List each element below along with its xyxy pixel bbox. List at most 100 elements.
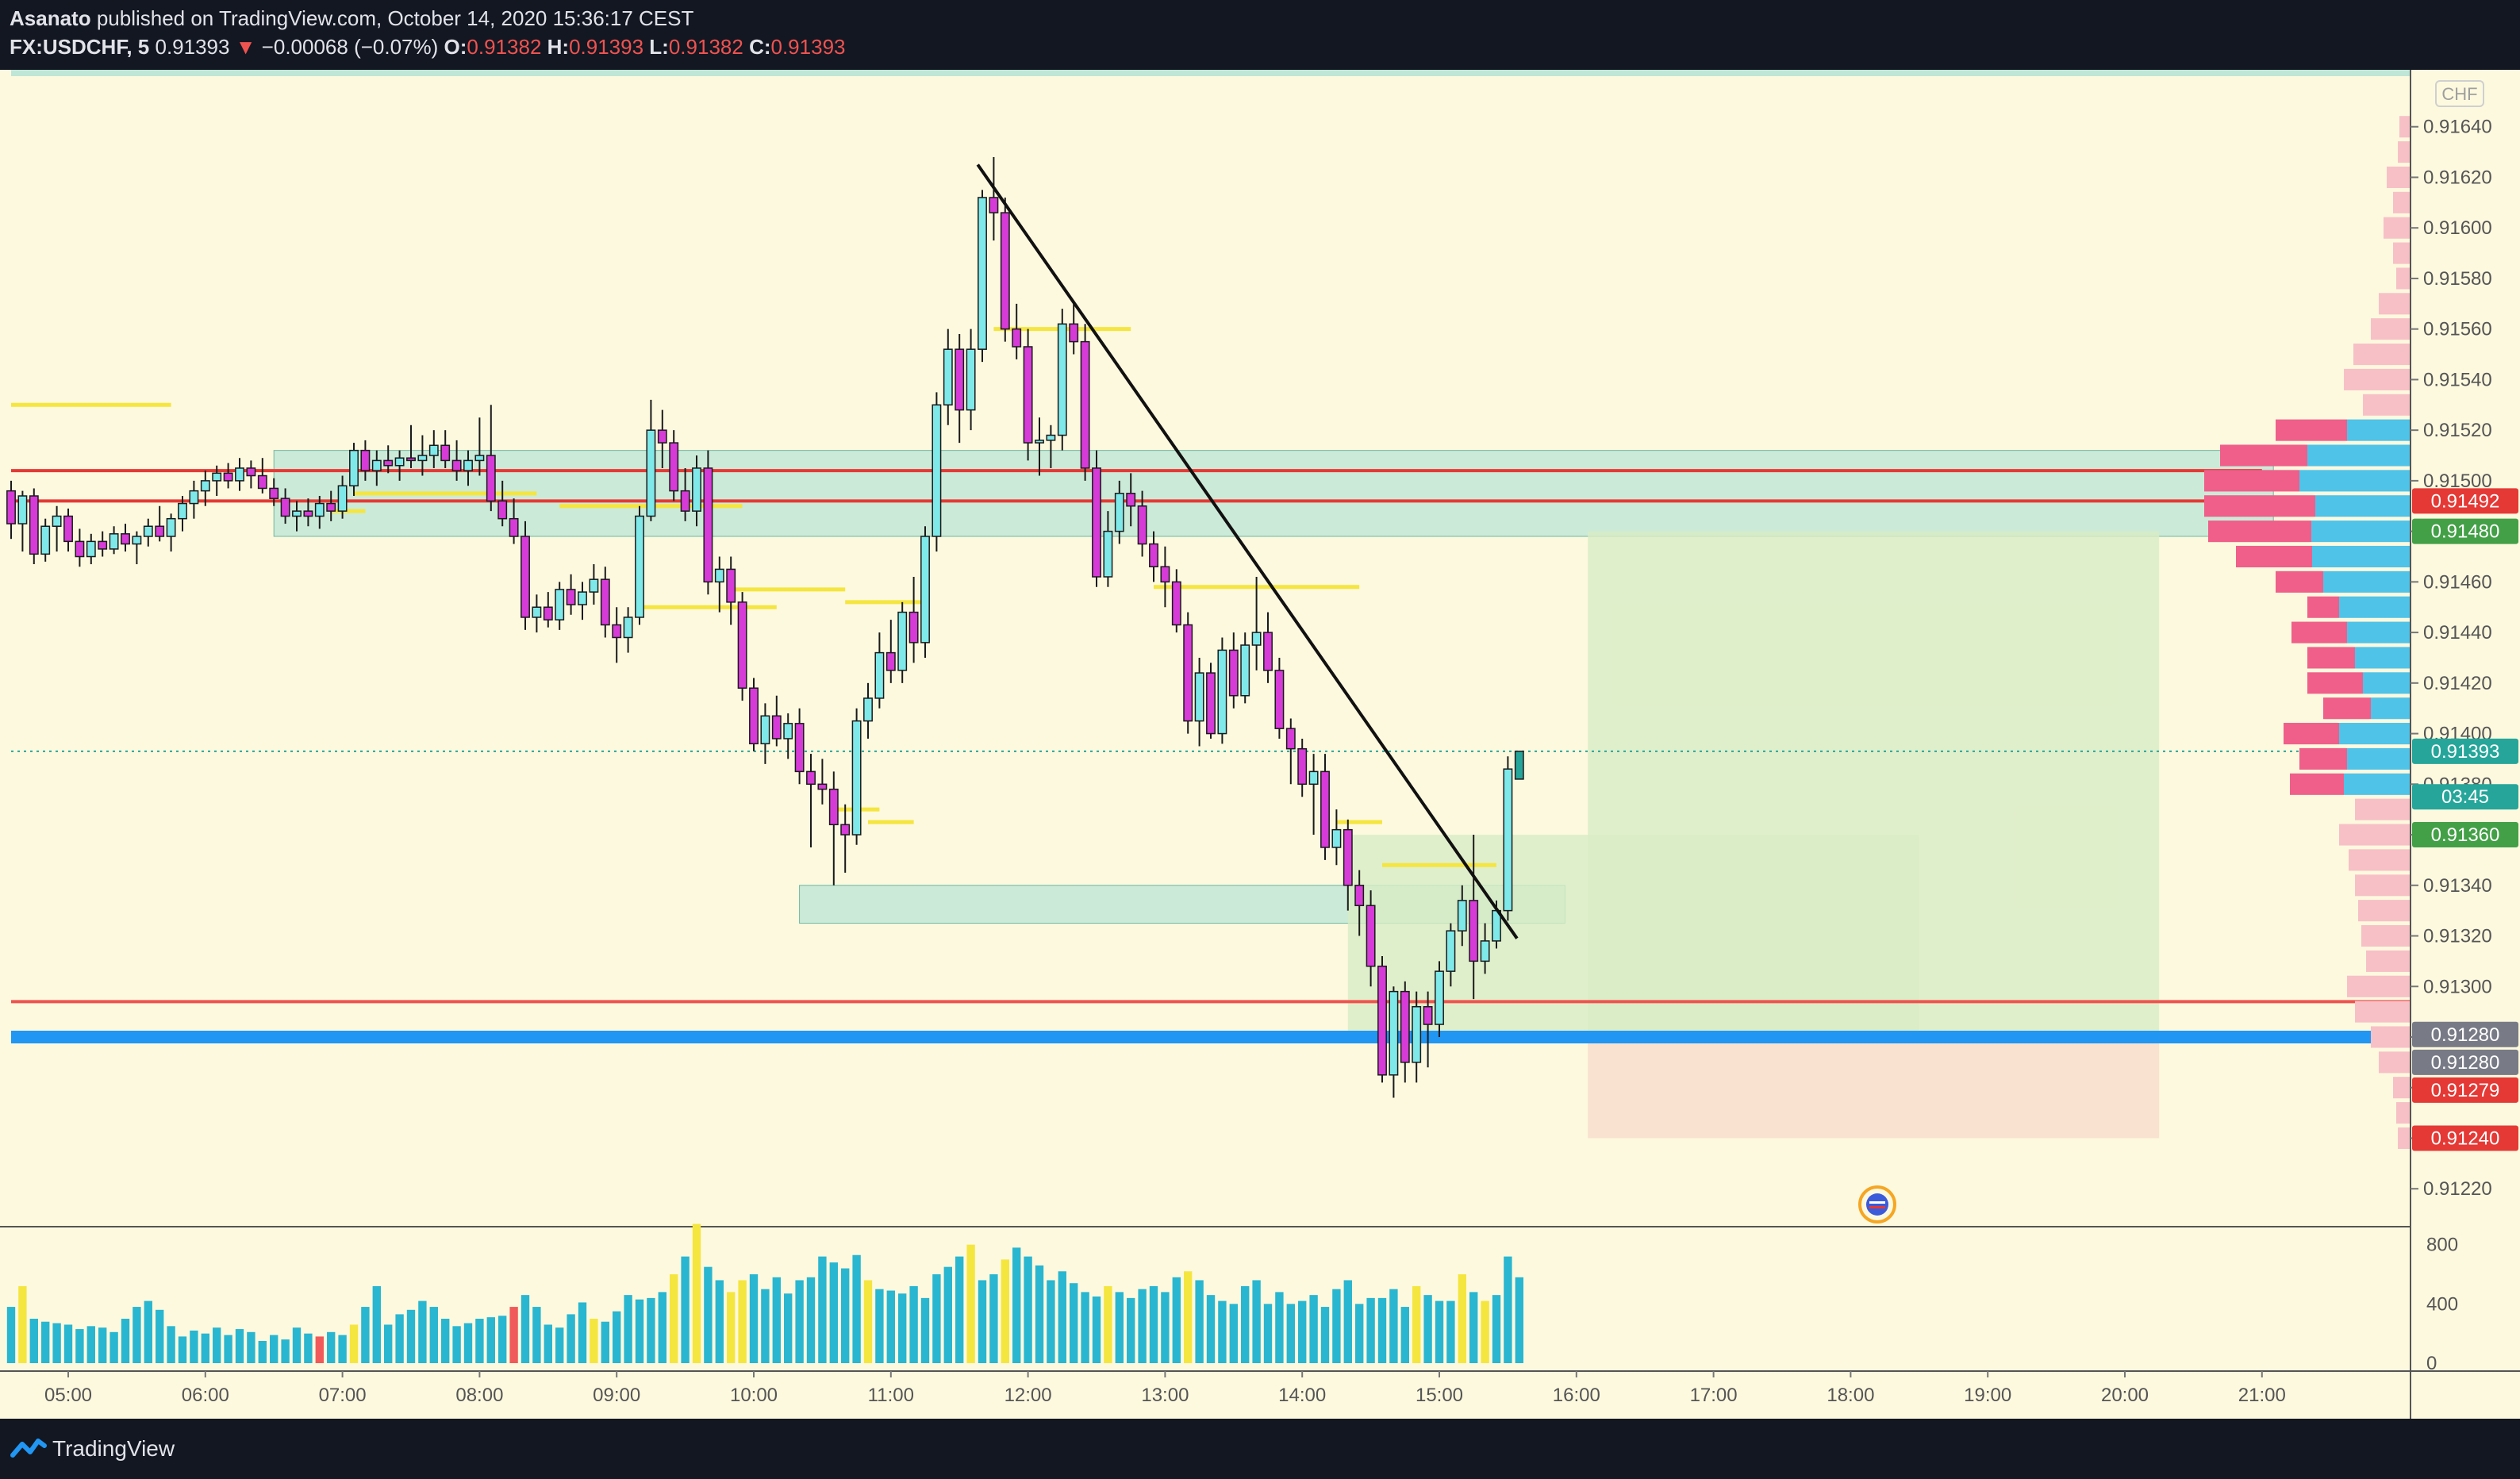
candle-body-93 — [1069, 323, 1079, 343]
candle-body-54 — [623, 617, 633, 639]
price-chart[interactable]: 0.91640 0.91620 0.91600 0.91580 0.91560 0.915… — [0, 70, 2520, 1419]
volume-bar-31 — [361, 1307, 370, 1363]
candle-body-111 — [1274, 670, 1285, 729]
open-value: 0.91382 — [467, 35, 542, 59]
price-change: −0.00068 (−0.07%) — [261, 35, 439, 59]
profile-bear-14 — [2204, 470, 2299, 492]
candle-body-60 — [692, 467, 701, 512]
candle-body-21 — [246, 467, 256, 477]
candle-body-18 — [212, 472, 222, 482]
price-label-box-3 — [2412, 784, 2518, 810]
candle-body-123 — [1412, 1005, 1422, 1063]
volume-bar-18 — [213, 1327, 221, 1363]
candle-body-32 — [371, 459, 382, 471]
candle-body-59 — [680, 490, 690, 512]
time-tick-11: 16:00 — [1553, 1385, 1600, 1406]
profile-bull-17 — [2312, 545, 2411, 568]
candle-body-33 — [383, 459, 394, 467]
profile-bull-13 — [2307, 444, 2411, 467]
candle-body-129 — [1480, 940, 1490, 962]
candle-body-119 — [1366, 905, 1376, 967]
volume-bar-12 — [144, 1300, 152, 1363]
volume-bar-23 — [270, 1335, 279, 1363]
volume-bar-45 — [521, 1295, 530, 1363]
volume-bar-0 — [6, 1307, 16, 1363]
profile-bull-19 — [2339, 596, 2411, 618]
profile-bear-8 — [2371, 318, 2411, 340]
candle-body-103 — [1183, 624, 1193, 722]
price-label-6: 0.91280 — [2431, 1052, 2500, 1074]
profile-bear-10 — [2344, 368, 2411, 390]
volume-bar-27 — [315, 1336, 324, 1363]
volume-bar-16 — [190, 1330, 198, 1363]
volume-bar-66 — [761, 1289, 770, 1363]
author-name[interactable]: Asanato — [10, 6, 91, 30]
volume-bar-68 — [784, 1293, 793, 1363]
price-tick-16: 0.91320 — [2423, 926, 2492, 947]
candle-body-106 — [1217, 649, 1227, 735]
profile-bear-27 — [2355, 798, 2411, 820]
time-tick-16: 21:00 — [2238, 1385, 2286, 1406]
price-label-box-0 — [2412, 488, 2518, 514]
axis-layer: 0.91640 0.91620 0.91600 0.91580 0.91560 0.915… — [0, 70, 2520, 1419]
close-value: 0.91393 — [770, 35, 846, 59]
profile-bear-19 — [2307, 596, 2339, 618]
profile-bear-9 — [2353, 344, 2411, 366]
profile-bear-11 — [2363, 394, 2411, 416]
volume-bar-112 — [1286, 1304, 1295, 1363]
candle-body-69 — [794, 723, 805, 773]
volume-bar-116 — [1332, 1289, 1341, 1363]
volume-bar-114 — [1309, 1295, 1318, 1363]
price-label-box-4 — [2412, 822, 2518, 848]
time-tick-15: 20:00 — [2101, 1385, 2149, 1406]
volume-bar-54 — [624, 1295, 632, 1363]
volume-bar-97 — [1115, 1292, 1124, 1363]
candle-body-78 — [897, 611, 908, 671]
price-tick-6: 0.91520 — [2423, 420, 2492, 441]
trendline — [976, 163, 1519, 939]
time-tick-7: 12:00 — [1005, 1385, 1052, 1406]
publish-line: Asanato published on TradingView.com, Oc… — [10, 6, 693, 31]
candle-body-46 — [532, 606, 542, 618]
candle-body-7 — [86, 540, 96, 558]
candle-body-16 — [189, 490, 199, 505]
candle-body-73 — [840, 824, 851, 836]
price-tick-2: 0.91600 — [2423, 217, 2492, 239]
candle-body-64 — [737, 601, 747, 689]
volume-bar-49 — [567, 1314, 575, 1363]
candle-body-108 — [1240, 644, 1250, 697]
volume-bar-35 — [406, 1309, 416, 1363]
price-label-box-8 — [2412, 1125, 2518, 1151]
volume-bar-1 — [18, 1285, 27, 1363]
event-flag-icon[interactable] — [1858, 1185, 1896, 1224]
volume-bar-121 — [1389, 1289, 1398, 1363]
volume-bar-132 — [1515, 1277, 1523, 1363]
volume-bar-70 — [806, 1277, 816, 1363]
volume-bar-8 — [98, 1327, 107, 1363]
profile-bull-26 — [2344, 773, 2411, 795]
candle-body-30 — [349, 449, 359, 487]
profile-bear-29 — [2349, 849, 2411, 871]
brand-name[interactable]: TradingView — [52, 1436, 175, 1461]
volume-bar-102 — [1172, 1277, 1181, 1363]
candle-body-27 — [314, 502, 325, 517]
profile-bear-31 — [2358, 900, 2411, 922]
profile-bull-24 — [2339, 723, 2411, 745]
profile-bear-25 — [2299, 747, 2347, 770]
volume-tick-1: 400 — [2426, 1293, 2458, 1315]
candle-body-29 — [337, 485, 348, 512]
profile-bear-17 — [2236, 545, 2312, 568]
profile-bear-36 — [2371, 1026, 2411, 1048]
profile-bull-12 — [2347, 419, 2411, 441]
volume-bar-25 — [292, 1327, 302, 1363]
candle-body-22 — [257, 474, 267, 490]
profile-bear-24 — [2284, 723, 2339, 745]
price-label-box-2 — [2412, 738, 2518, 764]
profile-bear-6 — [2396, 267, 2411, 290]
published-text: published on TradingView.com, October 14… — [96, 6, 694, 30]
candle-body-41 — [474, 455, 485, 462]
symbol-label[interactable]: FX:USDCHF, 5 — [10, 35, 150, 59]
volume-bar-51 — [590, 1319, 598, 1363]
volume-bar-20 — [235, 1329, 244, 1363]
volume-bar-67 — [772, 1277, 781, 1363]
